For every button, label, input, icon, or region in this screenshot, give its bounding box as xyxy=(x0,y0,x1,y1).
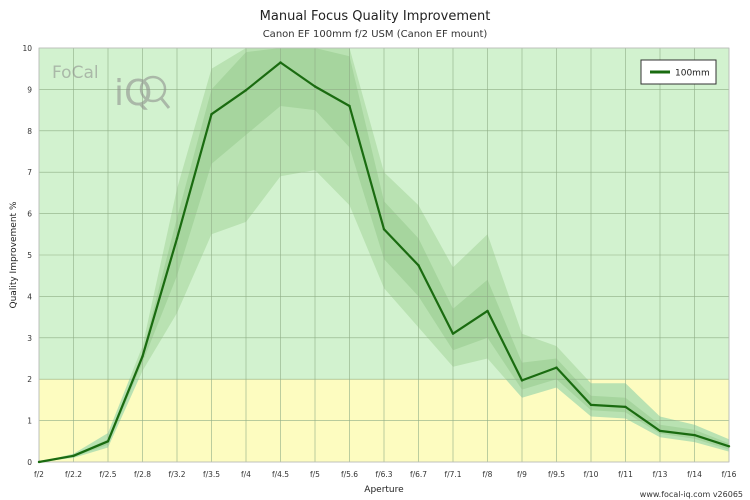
data-point xyxy=(520,379,524,382)
data-point xyxy=(106,440,110,443)
x-tick-label: f/3.5 xyxy=(203,470,220,479)
data-point xyxy=(727,445,731,448)
data-point xyxy=(658,429,662,433)
y-tick-label: 1 xyxy=(27,417,32,426)
x-tick-label: f/16 xyxy=(722,470,737,479)
x-tick-label: f/5.6 xyxy=(341,470,358,479)
x-tick-label: f/7.1 xyxy=(444,470,461,479)
x-tick-label: f/13 xyxy=(653,470,668,479)
data-point xyxy=(210,113,213,116)
logo-text: FoCal xyxy=(52,63,99,83)
data-point xyxy=(555,366,558,369)
data-point xyxy=(382,228,386,231)
x-tick-label: f/2.8 xyxy=(134,470,151,479)
y-tick-label: 4 xyxy=(27,292,32,301)
y-tick-label: 8 xyxy=(27,127,32,136)
data-point xyxy=(244,89,248,92)
x-tick-label: f/2.2 xyxy=(65,470,82,479)
watermark-logo: FoCal iQ xyxy=(52,63,171,114)
data-point xyxy=(279,61,282,64)
y-tick-label: 2 xyxy=(27,375,32,384)
data-point xyxy=(589,403,593,407)
x-tick-label: f/4.5 xyxy=(272,470,289,479)
data-point xyxy=(313,85,317,88)
plot-area: 0 1 2 3 4 5 6 7 8 9 10 f/2 f/2.2 f/2.5 f/2.8 f/3.2 f/3.5… xyxy=(22,44,736,479)
legend-label: 100mm xyxy=(675,69,710,79)
magnifier-icon xyxy=(139,75,167,103)
x-tick-label: f/5 xyxy=(310,470,320,479)
x-tick-label: f/2.5 xyxy=(99,470,116,479)
x-tick-label: f/10 xyxy=(584,470,599,479)
y-tick-label: 9 xyxy=(27,85,32,94)
plot-border xyxy=(38,47,730,463)
x-tick-label: f/8 xyxy=(483,470,493,479)
y-axis-label: Quality Improvement % xyxy=(9,201,19,308)
data-point xyxy=(624,405,627,409)
x-tick-label: f/3.2 xyxy=(168,470,185,479)
data-point xyxy=(72,454,75,457)
y-tick-label: 10 xyxy=(22,44,32,53)
data-point xyxy=(486,309,489,313)
x-tick-label: f/9 xyxy=(517,470,527,479)
legend: 100mm xyxy=(640,59,717,85)
x-axis-label: Aperture xyxy=(364,485,404,495)
y-tick-label: 5 xyxy=(27,251,32,260)
x-tick-label: f/14 xyxy=(687,470,702,479)
x-tick-label: f/6.3 xyxy=(375,470,392,479)
data-point xyxy=(37,460,41,464)
y-tick-label: 6 xyxy=(27,210,32,219)
chart-title: Manual Focus Quality Improvement xyxy=(260,9,491,24)
data-point xyxy=(175,237,179,240)
y-tick-label: 3 xyxy=(27,334,32,343)
data-point xyxy=(141,355,144,358)
x-tick-label: f/11 xyxy=(618,470,633,479)
x-tick-label: f/2 xyxy=(34,470,44,479)
chart-subtitle: Canon EF 100mm f/2 USM (Canon EF mount) xyxy=(263,29,488,40)
y-tick-label: 0 xyxy=(27,458,32,467)
data-point xyxy=(451,332,455,335)
y-tick-label: 7 xyxy=(27,168,32,177)
data-point xyxy=(417,264,420,267)
magnifier-handle xyxy=(159,97,171,109)
x-tick-label: f/9.5 xyxy=(548,470,565,479)
data-point xyxy=(348,104,351,108)
x-tick-label: f/6.7 xyxy=(410,470,427,479)
footer-text: www.focal-iq.com v26065 xyxy=(640,490,743,499)
x-tick-label: f/4 xyxy=(241,470,251,479)
data-point xyxy=(693,433,696,437)
